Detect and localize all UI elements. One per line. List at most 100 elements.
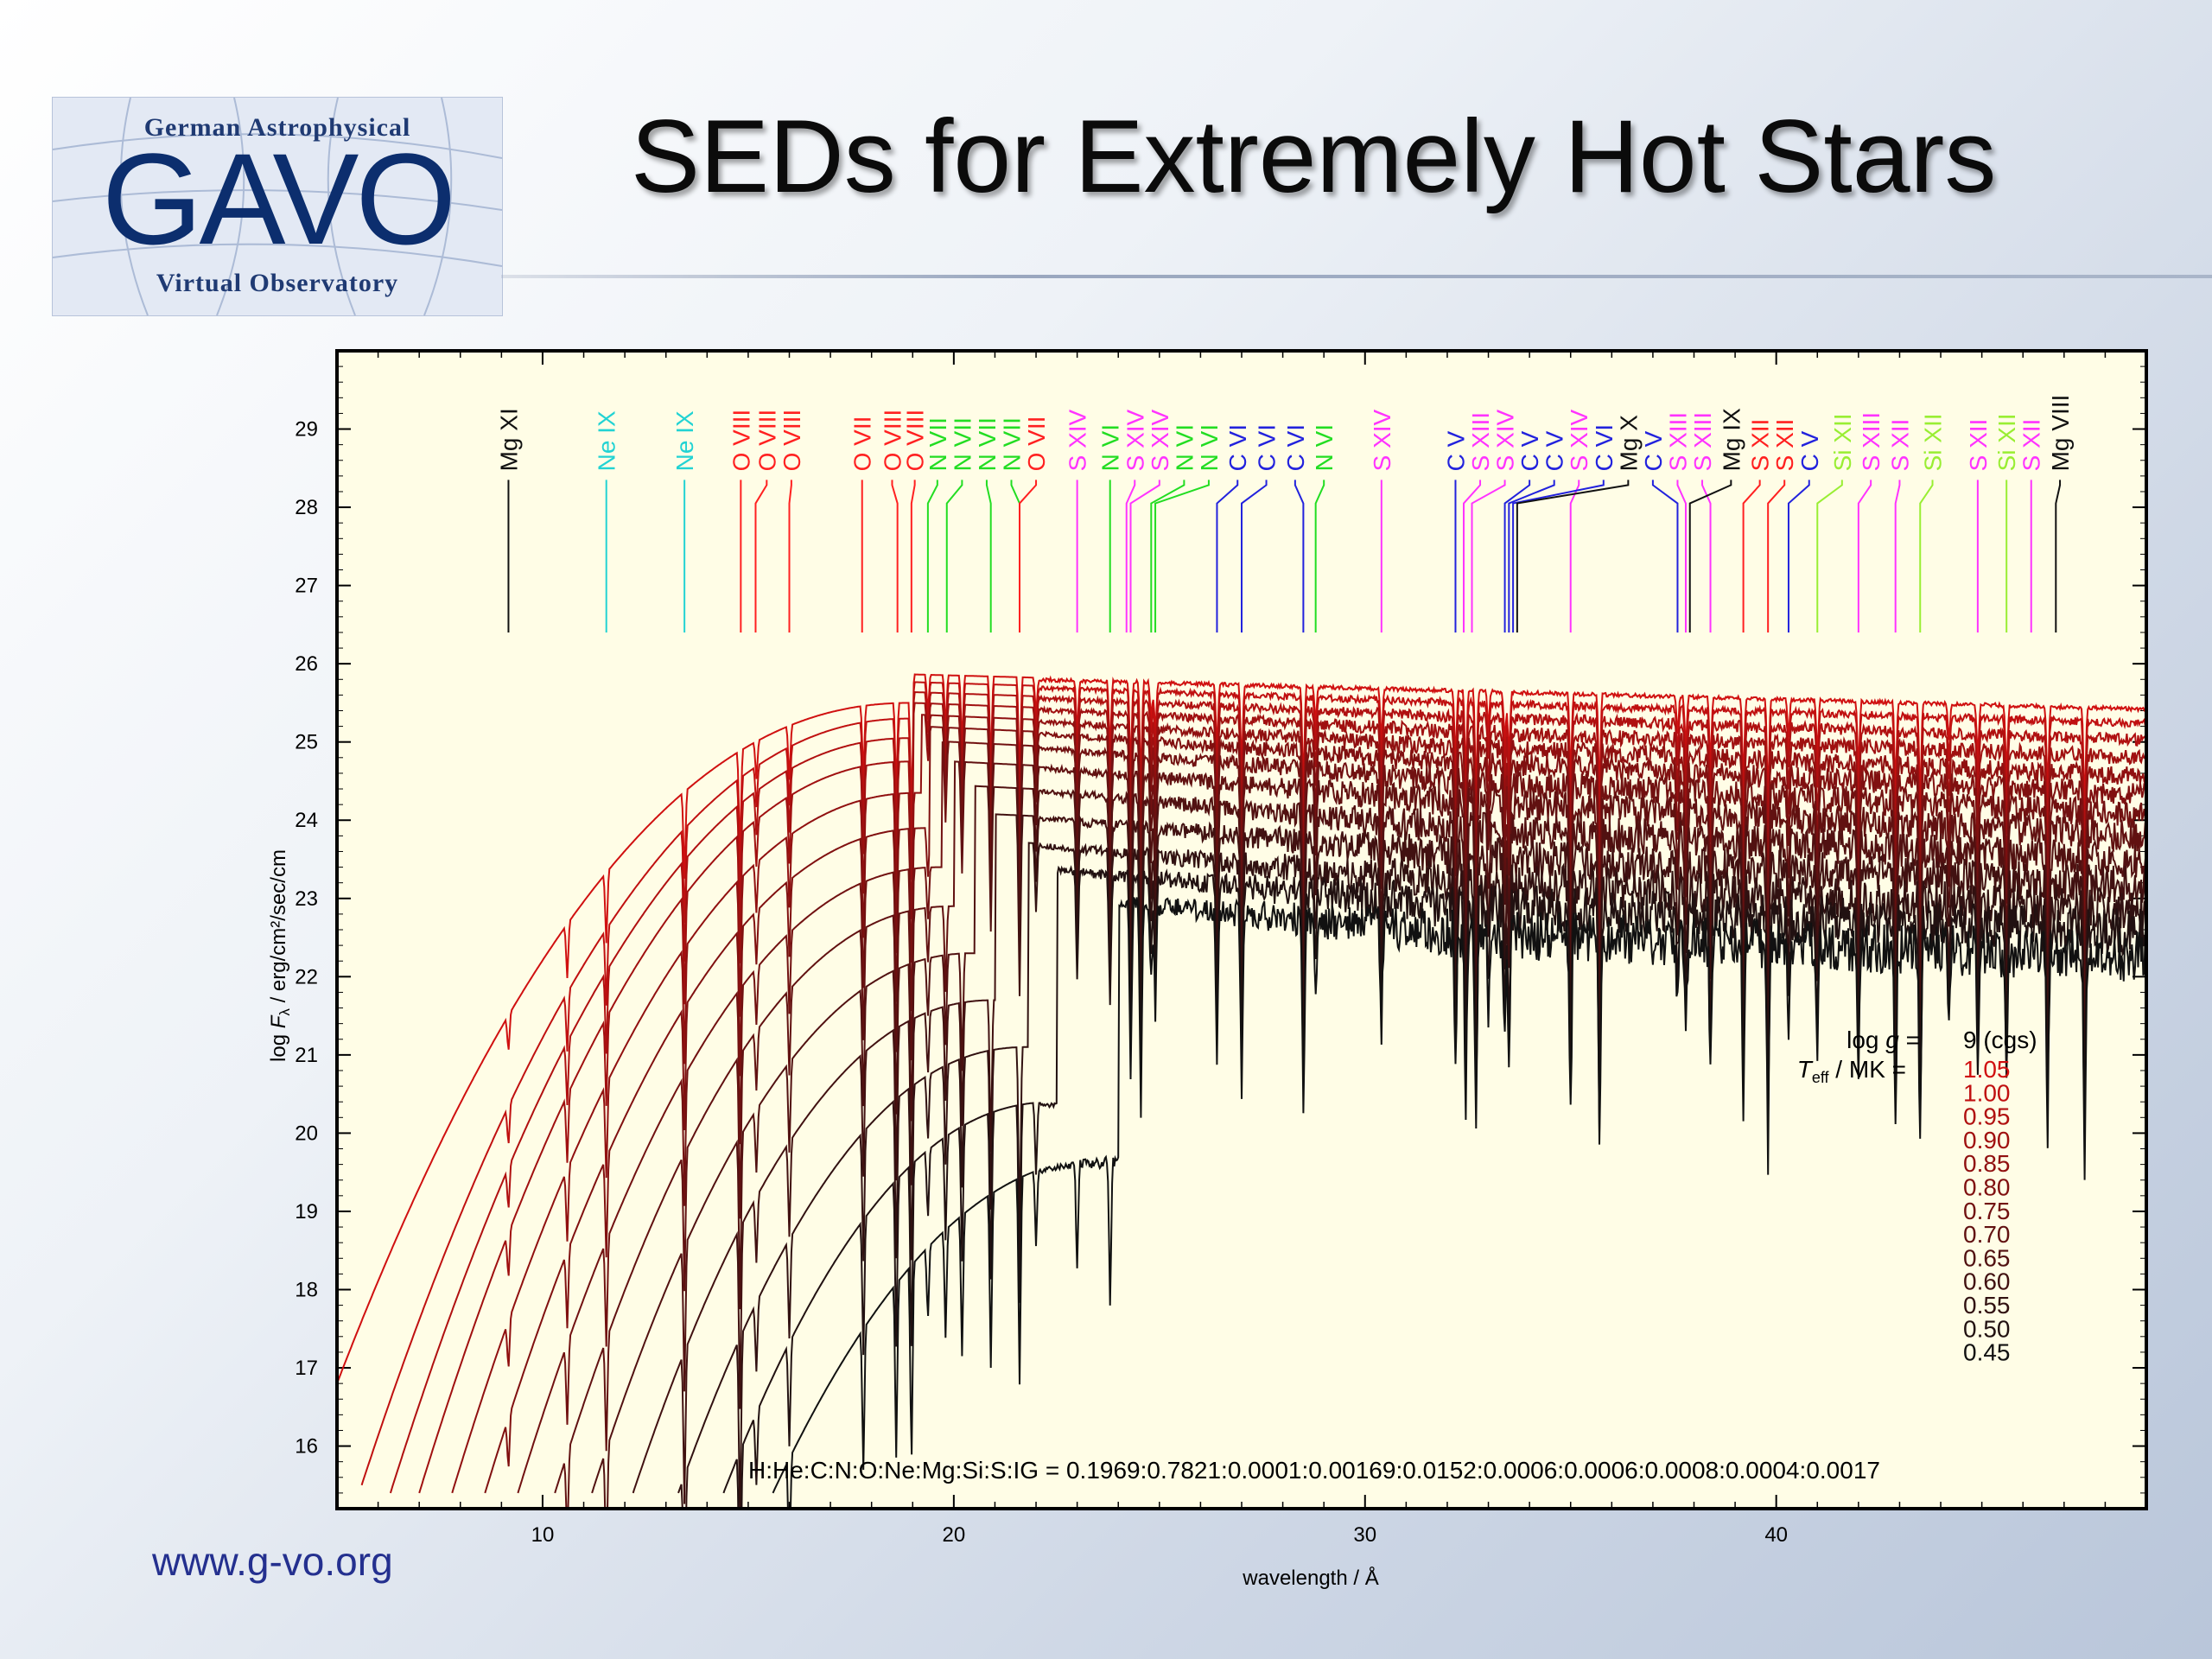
ion-label: S XIII xyxy=(1858,412,1885,471)
y-tick-label: 27 xyxy=(295,575,318,598)
slide-title: SEDs for Extremely Hot Stars xyxy=(631,99,1997,214)
ion-label: Ne IX xyxy=(594,410,620,471)
ion-label: S XIV xyxy=(1065,409,1091,471)
ion-label: S XIV xyxy=(1147,409,1173,471)
legend: log g = 9 (cgs) Teff / MK = 1.051.000.950.9… xyxy=(1797,1027,2037,1366)
ion-label: Si XII xyxy=(1920,413,1947,471)
ion-label: N VI xyxy=(1171,424,1198,471)
ion-label: C V xyxy=(1442,430,1469,471)
ion-marker-line xyxy=(1508,480,1555,632)
ion-label: S XII xyxy=(2018,419,2045,472)
legend-entry: 0.80 xyxy=(1963,1174,2011,1201)
ion-label: S XIII xyxy=(1689,412,1716,471)
ion-marker-line xyxy=(1154,480,1210,632)
ion-marker-line xyxy=(945,480,963,632)
ion-marker-line xyxy=(788,480,792,632)
series-line-0-85 xyxy=(451,714,2146,1494)
ion-marker-line xyxy=(1471,480,1506,632)
ion-label: Mg XI xyxy=(495,408,522,471)
ion-marker-line xyxy=(1462,480,1482,632)
series-line-0-75 xyxy=(517,741,2146,1494)
logo-top-text: German Astrophysical xyxy=(143,113,411,142)
ion-marker-line xyxy=(1503,480,1531,632)
ion-label: C V xyxy=(1541,430,1568,471)
series-line-0-70 xyxy=(554,760,2146,1509)
ion-label: S XIV xyxy=(1369,409,1395,471)
legend-logg-value: 9 (cgs) xyxy=(1963,1027,2037,1053)
series-line-0-65 xyxy=(591,785,2146,1509)
ion-label: N VI xyxy=(1097,424,1124,471)
ion-label: Si XII xyxy=(1993,413,2020,471)
x-axis-label: wavelength / Å xyxy=(1242,1566,1378,1590)
ion-marker-line xyxy=(1125,480,1136,632)
ion-label: N VII xyxy=(974,417,1001,471)
ion-label: N VII xyxy=(998,417,1025,471)
ion-label: Si XII xyxy=(1829,413,1856,471)
ion-label: O VIII xyxy=(879,410,906,472)
ion-marker-line xyxy=(985,480,992,632)
logo-grid-graphic xyxy=(53,98,502,315)
legend-entry: 1.00 xyxy=(1963,1079,2011,1106)
legend-entry: 0.90 xyxy=(1963,1127,2011,1154)
y-tick-label: 18 xyxy=(295,1278,318,1301)
ion-label: S XII xyxy=(1747,419,1774,472)
ion-label: C VI xyxy=(1591,424,1618,471)
ion-label: N VII xyxy=(949,417,976,471)
ion-label: S XIII xyxy=(1467,412,1494,471)
ion-label: N VII xyxy=(925,417,951,471)
ion-label: Mg IX xyxy=(1718,408,1745,471)
legend-entry: 1.05 xyxy=(1963,1056,2011,1083)
ion-marker-line xyxy=(1742,480,1761,632)
abundance-annotation: H:He:C:N:O:Ne:Mg:Si:S:IG = 0.1969:0.7821… xyxy=(748,1457,1880,1484)
ion-label: O VIII xyxy=(753,410,780,472)
legend-teff-label: Teff / MK = xyxy=(1797,1056,1906,1086)
ion-label: S XIV xyxy=(1122,409,1148,471)
footer-url-link[interactable]: www.g-vo.org xyxy=(152,1539,393,1584)
ion-marker-line xyxy=(1894,480,1901,632)
ion-label: Mg X xyxy=(1615,415,1642,472)
ion-label: C VI xyxy=(1282,424,1309,471)
ion-marker-line xyxy=(910,480,916,632)
y-tick-label: 25 xyxy=(295,731,318,754)
y-tick-label: 26 xyxy=(295,652,318,676)
logo-bottom-text: Virtual Observatory xyxy=(156,269,399,297)
ion-marker-line xyxy=(1676,480,1687,632)
ion-label: N VI xyxy=(1311,424,1338,471)
ion-marker-line xyxy=(1651,480,1679,632)
series-line-0-95 xyxy=(389,690,2146,1494)
ion-marker-line xyxy=(1701,480,1712,632)
legend-entry: 0.45 xyxy=(1963,1339,2011,1366)
series-line-0-45 xyxy=(772,897,2146,1509)
ion-marker-line xyxy=(1241,480,1268,632)
x-tick-label: 10 xyxy=(531,1523,555,1547)
y-tick-label: 17 xyxy=(295,1357,318,1380)
legend-logg-label: log g = xyxy=(1847,1027,1920,1053)
legend-entry: 0.95 xyxy=(1963,1103,2011,1130)
legend-entry: 0.85 xyxy=(1963,1150,2011,1177)
ion-marker-line xyxy=(1688,480,1732,632)
ion-marker-line xyxy=(1787,480,1810,632)
y-axis-label: log Fλ / erg/cm²/sec/cm xyxy=(267,849,293,1062)
ion-label: O VIII xyxy=(728,410,754,472)
legend-entry: 0.75 xyxy=(1963,1198,2011,1224)
ion-marker-line xyxy=(891,480,899,632)
logo-main-text: GAVO xyxy=(101,126,456,271)
ion-label: S XII xyxy=(1886,419,1913,472)
ion-label: S XIV xyxy=(1492,409,1519,471)
legend-entry: 0.70 xyxy=(1963,1221,2011,1248)
gavo-logo[interactable]: German Astrophysical GAVO Virtual Observ… xyxy=(52,97,503,316)
y-tick-label: 21 xyxy=(295,1044,318,1067)
legend-entry: 0.50 xyxy=(1963,1315,2011,1342)
ion-label: N VI xyxy=(1196,424,1223,471)
x-tick-label: 30 xyxy=(1353,1523,1376,1547)
ion-label: C VI xyxy=(1224,424,1251,471)
ion-marker-line xyxy=(1150,480,1185,632)
series-line-1-00 xyxy=(360,681,2146,1486)
ion-label: S XII xyxy=(1965,419,1992,472)
ion-marker-line xyxy=(1767,480,1786,632)
ion-marker-line xyxy=(1314,480,1325,632)
ion-marker-line xyxy=(1512,480,1605,632)
ion-label: S XIV xyxy=(1566,409,1592,471)
